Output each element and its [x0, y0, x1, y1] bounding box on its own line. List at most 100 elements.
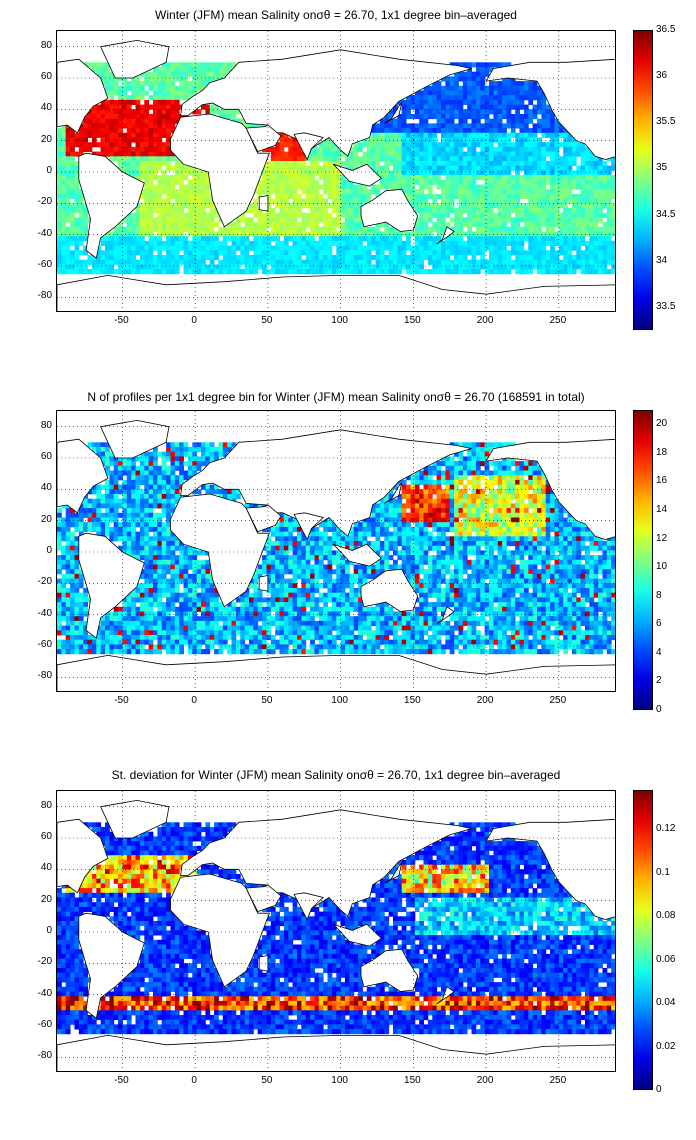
- data-cell: [497, 222, 503, 228]
- data-cell: [541, 250, 547, 256]
- data-cell: [288, 222, 294, 228]
- data-cell: [602, 193, 608, 199]
- data-cell: [179, 179, 184, 185]
- data-cell: [244, 269, 250, 275]
- data-cell: [406, 161, 411, 167]
- data-cell: [388, 146, 394, 152]
- data-cell: [397, 269, 403, 275]
- data-cell: [118, 165, 123, 171]
- data-cell: [475, 165, 481, 171]
- data-cell: [131, 456, 136, 462]
- data-cell: [113, 461, 119, 467]
- data-cell: [397, 503, 403, 509]
- data-cell: [91, 104, 97, 110]
- data-cell: [179, 245, 184, 251]
- data-cell: [558, 193, 564, 199]
- data-cell: [414, 484, 420, 490]
- data-cell: [484, 71, 490, 77]
- data-cell: [519, 470, 525, 476]
- data-cell: [410, 517, 416, 523]
- data-cell: [96, 132, 102, 138]
- data-cell: [384, 161, 390, 167]
- data-cell: [410, 198, 416, 204]
- data-cell: [445, 123, 451, 129]
- data-cell: [148, 269, 154, 275]
- data-cell: [327, 165, 333, 171]
- data-cell: [144, 208, 150, 214]
- data-cell: [458, 475, 464, 481]
- data-cell: [139, 512, 145, 518]
- data-cell: [506, 475, 512, 481]
- data-cell: [401, 479, 407, 485]
- data-cell: [458, 151, 464, 157]
- data-cell: [100, 67, 106, 73]
- data-cell: [166, 179, 171, 185]
- data-cell: [209, 62, 215, 68]
- data-cell: [358, 231, 363, 237]
- data-cell: [462, 99, 468, 105]
- data-cell: [419, 489, 424, 495]
- data-cell: [519, 128, 525, 134]
- data-cell: [336, 184, 342, 190]
- data-cell: [454, 95, 459, 101]
- data-cell: [227, 250, 232, 256]
- data-cell: [414, 170, 420, 176]
- data-cell: [616, 189, 617, 194]
- data-cell: [331, 156, 337, 162]
- data-cell: [270, 189, 276, 195]
- data-cell: [109, 508, 115, 514]
- data-cell: [454, 479, 459, 485]
- data-cell: [449, 203, 455, 209]
- data-cell: [109, 231, 115, 237]
- data-cell: [288, 170, 294, 176]
- data-cell: [187, 240, 193, 246]
- data-cell: [57, 212, 62, 218]
- data-cell: [235, 259, 241, 265]
- data-cell: [170, 217, 176, 223]
- data-cell: [585, 259, 590, 265]
- data-cell: [541, 531, 547, 537]
- data-cell: [414, 498, 420, 504]
- data-cell: [458, 76, 464, 82]
- data-cell: [484, 245, 490, 251]
- data-cell: [292, 269, 298, 275]
- data-cell: [515, 175, 520, 181]
- data-cell: [423, 226, 429, 232]
- data-cell: [131, 236, 136, 242]
- data-cell: [214, 269, 219, 275]
- data-cell: [105, 104, 110, 110]
- data-cell: [462, 142, 468, 148]
- data-cell: [471, 503, 477, 509]
- data-cell: [358, 212, 363, 218]
- data-cell: [288, 161, 294, 167]
- data-cell: [489, 203, 494, 209]
- data-cell: [126, 132, 132, 138]
- data-cell: [192, 170, 198, 176]
- data-cell: [144, 165, 150, 171]
- data-cell: [449, 132, 455, 138]
- data-cell: [148, 245, 154, 251]
- data-cell: [593, 198, 599, 204]
- data-cell: [493, 99, 499, 105]
- data-cell: [576, 217, 582, 223]
- data-cell: [135, 212, 141, 218]
- data-cell: [266, 161, 272, 167]
- data-cell: [497, 231, 503, 237]
- data-cell: [567, 208, 573, 214]
- data-cell: [201, 81, 206, 87]
- data-cell: [410, 231, 416, 237]
- data-cell: [497, 81, 503, 87]
- data-cell: [419, 170, 424, 176]
- data-cell: [205, 170, 211, 176]
- data-cell: [445, 156, 451, 162]
- data-cell: [414, 151, 420, 157]
- data-cell: [283, 522, 289, 528]
- data-cell: [139, 470, 145, 476]
- data-cell: [598, 198, 603, 204]
- data-cell: [148, 479, 154, 485]
- data-cell: [358, 259, 363, 265]
- data-cell: [523, 179, 529, 185]
- data-cell: [523, 81, 529, 87]
- data-cell: [227, 236, 232, 242]
- data-cell: [244, 217, 250, 223]
